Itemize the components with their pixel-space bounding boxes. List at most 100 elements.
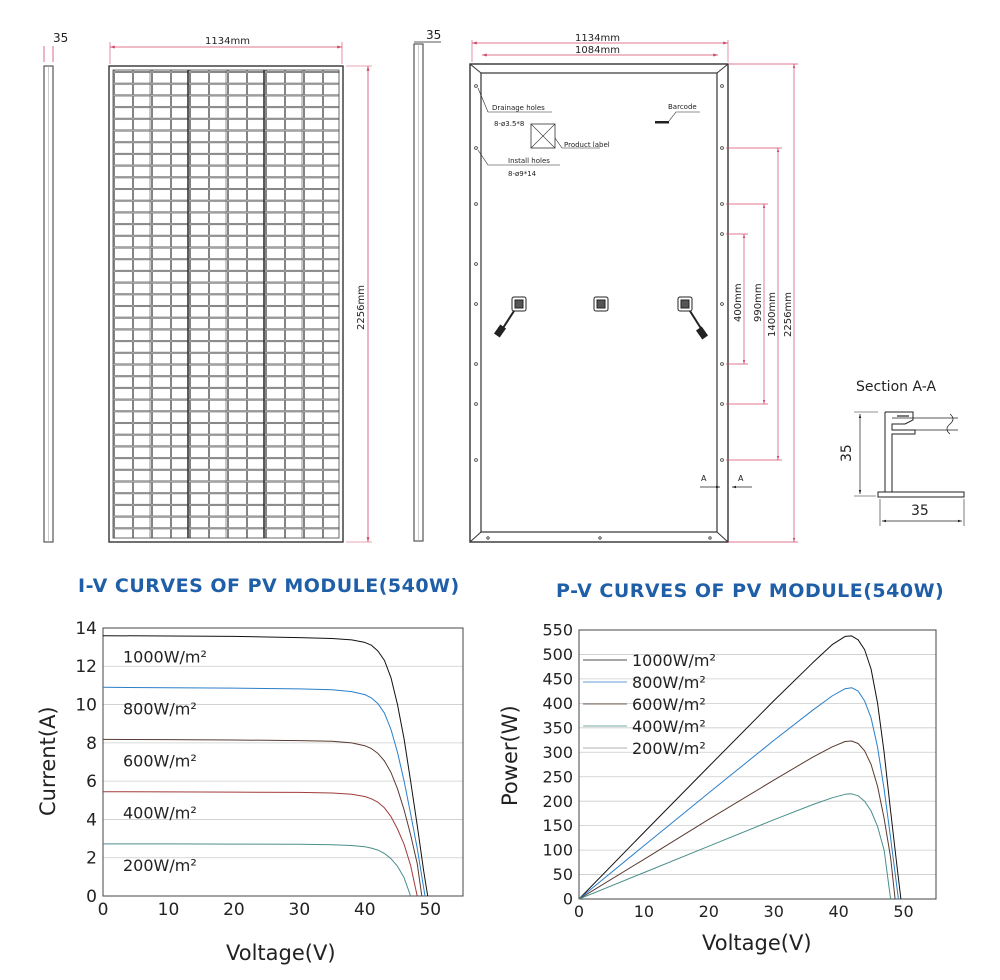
legend-label: 400W/m² [632,717,706,736]
pv-x-axis-label: Voltage(V) [702,931,812,955]
section-marker-left: A [701,474,707,483]
series-line-0 [102,635,429,897]
iv-gridlines [103,665,463,859]
series-line-1 [578,687,899,900]
legend-label: 600W/m² [632,695,706,714]
iv-curve-label: 200W/m² [123,856,197,875]
dim-990-label: 990mm [753,283,764,322]
x-tick-label: 10 [634,902,654,921]
iv-x-axis-label: Voltage(V) [226,941,336,965]
dim-2256-label: 2256mm [783,292,794,337]
barcode-label: Barcode [668,103,697,111]
junction-box-left [493,296,527,338]
y-tick-label: 2 [86,849,97,869]
barcode [655,111,700,124]
y-tick-label: 4 [86,810,97,830]
product-label-text: Product label [564,141,610,149]
y-tick-label: 550 [542,621,573,640]
y-tick-label: 0 [563,890,573,909]
series-line-1 [102,686,426,897]
front-height-label: 2256mm [356,285,367,330]
section-marker-right: A [738,474,744,483]
junction-box-center [593,296,609,312]
side-profile-left: 35 [43,31,68,543]
x-tick-label: 50 [893,902,913,921]
pv-plot-frame [578,629,937,900]
y-tick-label: 400 [542,694,573,713]
x-tick-label: 30 [289,900,311,920]
y-tick-label: 0 [86,887,97,907]
iv-curve-label: 400W/m² [123,804,197,823]
dim-1400-label: 1400mm [767,292,778,337]
y-tick-label: 150 [542,816,573,835]
side-thickness-right-label: 35 [426,28,441,42]
y-tick-label: 100 [542,841,573,860]
section-a-a: Section A-A 35 35 [839,379,965,526]
x-tick-label: 20 [223,900,245,920]
back-width-outer-label: 1134mm [575,33,620,44]
x-tick-label: 20 [699,902,719,921]
side-thickness-left-label: 35 [53,31,68,45]
pv-gridlines [579,654,936,875]
section-width-label: 35 [911,503,929,519]
module-drawing: 35 1134mm 2256mm 35 1134mm 1084mm [43,28,965,543]
product-label-box [530,123,600,149]
iv-y-ticks: 0 2 4 6 8 10 12 14 [75,619,97,907]
pv-series [578,635,902,900]
x-tick-label: 40 [354,900,376,920]
legend-label: 200W/m² [632,739,706,758]
side-profile-right: 35 [413,28,441,542]
legend-label: 800W/m² [632,673,706,692]
x-tick-label: 40 [828,902,848,921]
iv-plot-frame [102,627,464,897]
drainage-spec-label: 8-ø3.5*8 [494,120,524,128]
iv-curve-label: 600W/m² [123,751,197,770]
section-height-label: 35 [839,444,855,462]
x-tick-label: 0 [574,902,584,921]
y-tick-label: 300 [542,743,573,762]
frame-holes [474,84,724,540]
section-title: Section A-A [856,379,936,395]
y-tick-label: 50 [553,865,573,884]
x-tick-label: 30 [764,902,784,921]
install-holes-label: Install holes [508,157,550,165]
pv-chart-title: P-V CURVES OF PV MODULE(540W) [556,580,945,602]
x-tick-label: 10 [158,900,180,920]
iv-curve-labels: 1000W/m² 800W/m² 600W/m² 400W/m² 200W/m² [123,648,207,875]
legend-label: 1000W/m² [632,651,716,670]
iv-x-ticks: 0 10 20 30 40 50 [98,900,442,920]
y-tick-label: 450 [542,670,573,689]
junction-box-right [677,296,709,340]
pv-y-ticks: 0 50 100 150 200 250 300 350 400 450 500 550 [542,621,573,909]
install-spec-label: 8-ø9*14 [508,170,537,178]
series-line-2 [102,738,423,897]
y-tick-label: 250 [542,767,573,786]
y-tick-label: 10 [75,696,97,716]
mounting-dimensions [726,63,798,543]
x-tick-label: 0 [98,900,109,920]
iv-curve-label: 800W/m² [123,699,197,718]
y-tick-label: 200 [542,792,573,811]
y-tick-label: 14 [75,619,97,639]
iv-chart-title: I-V CURVES OF PV MODULE(540W) [78,575,460,597]
y-tick-label: 500 [542,645,573,664]
front-width-label: 1134mm [205,36,250,47]
dim-400-label: 400mm [733,283,744,322]
series-line-0 [578,635,902,900]
y-tick-label: 8 [86,734,97,754]
iv-y-axis-label: Current(A) [36,706,60,816]
series-line-3 [578,793,892,900]
pv-legend: 1000W/m² 800W/m² 600W/m² 400W/m² 200W/m² [583,651,716,758]
back-width-inner-label: 1084mm [575,45,620,56]
y-tick-label: 350 [542,718,573,737]
back-view: 1134mm 1084mm Drainage holes 8-ø3.5*8 In… [469,33,798,543]
y-tick-label: 6 [86,772,97,792]
pv-x-ticks: 0 10 20 30 40 50 [574,902,914,921]
iv-series [102,635,429,897]
series-line-3 [102,791,418,897]
series-line-4 [103,843,412,897]
x-tick-label: 50 [419,900,441,920]
drainage-holes-label: Drainage holes [492,104,545,112]
iv-curve-label: 1000W/m² [123,648,207,667]
front-view: 1134mm 2256mm [108,36,372,543]
